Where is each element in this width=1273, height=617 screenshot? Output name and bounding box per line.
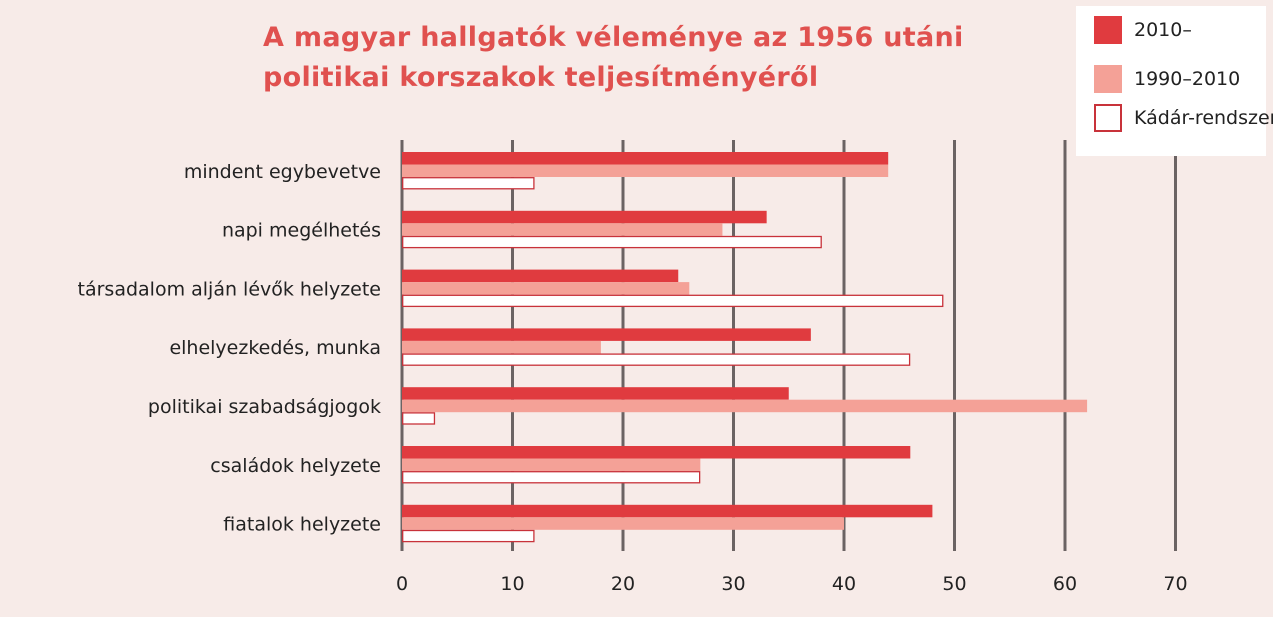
category-label: mindent egybevetve: [184, 161, 381, 183]
bar-1990-2010: [402, 399, 1088, 413]
bar-2010: [402, 210, 767, 224]
bar-kadar: [402, 529, 535, 543]
legend-swatch-1990-2010: [1094, 65, 1122, 93]
x-tick-label: 30: [721, 573, 745, 595]
x-tick-label: 20: [611, 573, 635, 595]
bar-2010: [402, 269, 679, 283]
legend-item-2010: 2010–: [1094, 16, 1269, 44]
bar-kadar: [402, 412, 436, 425]
category-label: napi megélhetés: [222, 220, 381, 242]
bar-1990-2010: [402, 223, 723, 236]
legend-item-kadar: Kádár-rendszer: [1094, 104, 1273, 132]
category-label: politikai szabadságjogok: [148, 396, 381, 418]
chart-title-line-2: politikai korszakok teljesítményéről: [263, 62, 819, 93]
bar-2010: [402, 328, 811, 341]
x-tick-label: 40: [832, 573, 856, 595]
bar-kadar: [402, 353, 911, 366]
bar-kadar: [402, 177, 535, 190]
x-tick-label: 70: [1163, 573, 1187, 595]
bar-1990-2010: [402, 164, 889, 177]
legend-swatch-kadar: [1094, 104, 1122, 132]
bar-2010: [402, 446, 911, 459]
category-label: elhelyezkedés, munka: [169, 337, 381, 359]
x-tick-label: 50: [942, 573, 966, 595]
bar-1990-2010: [402, 340, 601, 354]
bar-2010: [402, 504, 933, 518]
chart-title-line-1: A magyar hallgatók véleménye az 1956 utá…: [263, 22, 964, 53]
bar-2010: [402, 152, 889, 165]
legend-label-1990-2010: 1990–2010: [1134, 68, 1241, 90]
bar-2010: [402, 387, 789, 400]
legend-swatch-2010: [1094, 16, 1122, 44]
x-tick-label: 0: [396, 573, 408, 595]
category-label: fiatalok helyzete: [223, 514, 381, 536]
legend-label-2010: 2010–: [1134, 19, 1192, 41]
bar-kadar: [402, 235, 822, 249]
legend-item-1990-2010: 1990–2010: [1094, 65, 1269, 93]
bar-1990-2010: [402, 458, 701, 471]
bar-1990-2010: [402, 282, 690, 295]
x-tick-label: 10: [500, 573, 524, 595]
bar-1990-2010: [402, 517, 844, 530]
legend-label-kadar: Kádár-rendszer: [1134, 107, 1273, 129]
x-tick-label: 60: [1053, 573, 1077, 595]
chart-legend: 2010– 1990–2010 Kádár-rendszer: [1076, 6, 1273, 156]
category-label: társadalom alján lévők helyzete: [78, 278, 381, 300]
category-label: családok helyzete: [210, 455, 381, 477]
bar-kadar: [402, 294, 944, 308]
bar-kadar: [402, 471, 701, 484]
